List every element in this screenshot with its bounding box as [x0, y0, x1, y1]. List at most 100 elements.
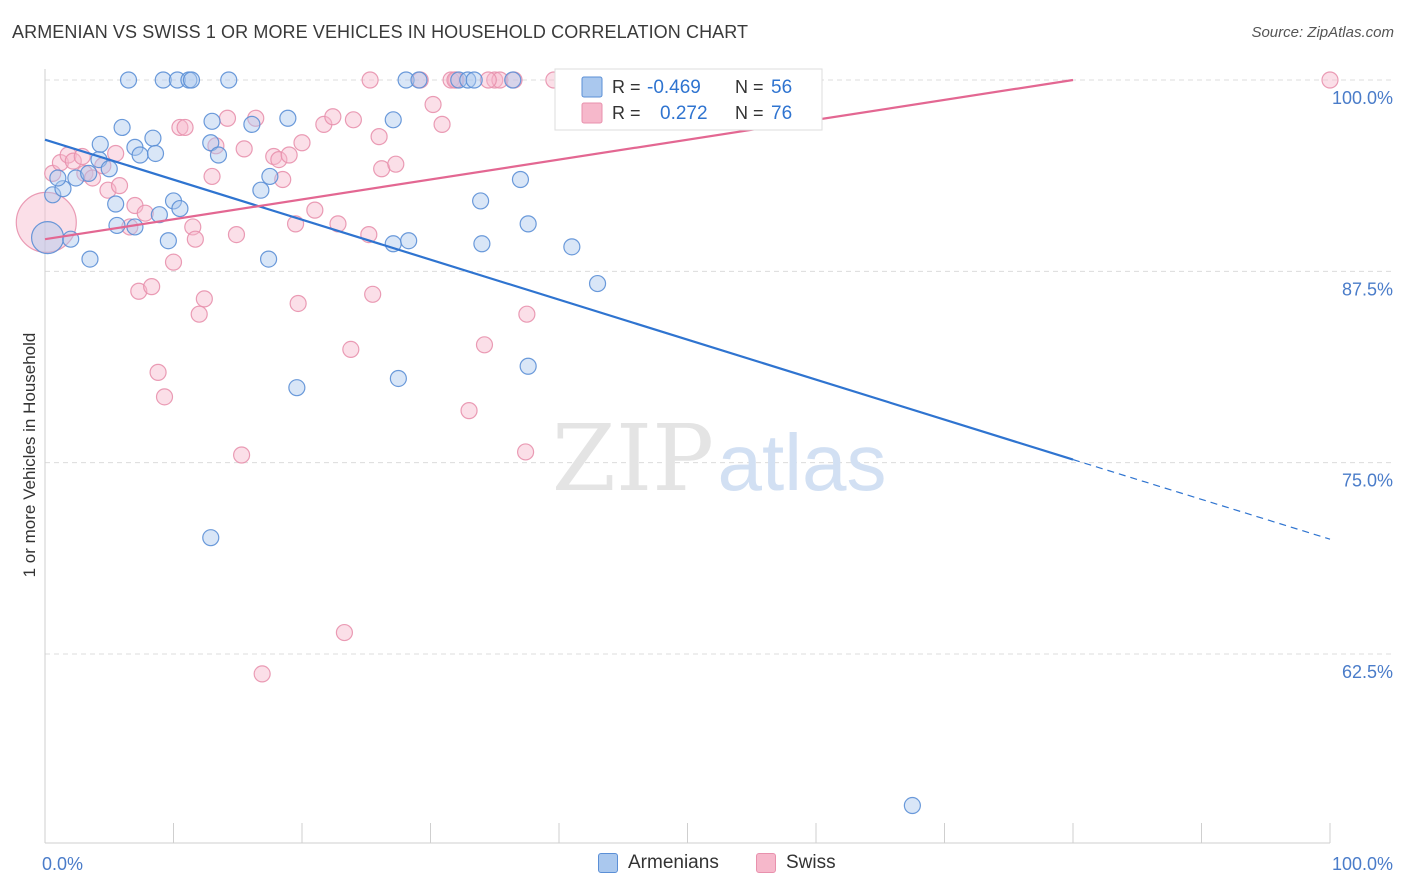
- legend-n-value: 76: [771, 103, 792, 124]
- watermark: ZIP atlas: [552, 405, 887, 512]
- x-tick-label-left: 0.0%: [42, 854, 83, 874]
- x-tick-label-right: 100.0%: [1332, 854, 1393, 874]
- data-point: [159, 232, 177, 250]
- data-point: [293, 134, 311, 152]
- data-point: [473, 235, 491, 253]
- legend-r-value: 0.272: [660, 103, 708, 124]
- data-point: [80, 164, 98, 182]
- data-point: [518, 305, 536, 323]
- data-point: [218, 109, 237, 127]
- swiss-points: [15, 71, 1339, 683]
- watermark-zip: ZIP: [552, 405, 714, 512]
- trend-line-swiss: [44, 78, 1074, 241]
- data-point: [154, 71, 172, 89]
- y-tick-label: 75.0%: [1342, 471, 1393, 491]
- data-point: [410, 71, 428, 89]
- data-point: [100, 160, 118, 178]
- legend-top-swatch-armenians: [581, 76, 603, 98]
- data-point: [203, 167, 221, 186]
- data-point: [107, 195, 125, 213]
- data-point: [149, 363, 167, 381]
- data-point: [516, 443, 535, 461]
- axes: [44, 69, 1331, 844]
- data-point: [433, 115, 451, 133]
- data-point: [504, 71, 522, 89]
- data-point: [67, 169, 85, 187]
- data-point: [1321, 71, 1339, 89]
- trend-line-armenians: [44, 138, 1074, 461]
- data-point: [344, 111, 362, 129]
- data-point: [400, 232, 418, 250]
- data-point: [64, 152, 82, 170]
- data-point: [144, 129, 162, 147]
- y-tick-label: 100.0%: [1332, 88, 1393, 108]
- legend-n-label: N =: [735, 77, 764, 97]
- data-point: [130, 282, 148, 300]
- data-point: [150, 206, 168, 224]
- data-point: [171, 199, 189, 218]
- data-point: [459, 71, 477, 89]
- data-point: [182, 71, 201, 89]
- data-point: [253, 665, 271, 683]
- data-point: [280, 146, 298, 164]
- data-point: [397, 71, 415, 89]
- data-point: [364, 285, 382, 303]
- data-point: [279, 109, 297, 127]
- data-point: [903, 796, 921, 815]
- data-point: [563, 238, 581, 256]
- data-point: [108, 216, 126, 235]
- data-point: [44, 186, 62, 204]
- data-point: [511, 170, 530, 189]
- data-point: [131, 146, 149, 164]
- data-point: [171, 118, 189, 137]
- data-point: [370, 128, 388, 146]
- data-point: [113, 118, 131, 137]
- data-point: [387, 155, 405, 173]
- data-point: [342, 340, 360, 358]
- data-point: [588, 274, 607, 293]
- data-point: [472, 192, 490, 210]
- data-point: [324, 108, 342, 126]
- data-point: [235, 140, 253, 158]
- legend-swatch-armenians: [598, 853, 618, 873]
- data-point: [49, 169, 67, 187]
- tick-labels: 100.0% 87.5% 75.0% 62.5% 0.0% 100.0%: [42, 88, 1393, 874]
- legend-label-armenians: Armenians: [628, 852, 719, 873]
- legend-item-armenians[interactable]: Armenians: [598, 852, 719, 874]
- data-point: [186, 230, 204, 248]
- data-point: [190, 305, 208, 323]
- data-point: [202, 529, 220, 547]
- legend-r-value: -0.469: [647, 77, 701, 98]
- data-point: [195, 290, 213, 308]
- data-point: [155, 388, 174, 406]
- legend-item-swiss[interactable]: Swiss: [756, 852, 836, 874]
- source-label: Source: ZipAtlas.com: [1251, 24, 1394, 41]
- data-point: [389, 369, 407, 388]
- data-point: [252, 181, 270, 199]
- data-point: [81, 250, 99, 268]
- data-point: [361, 71, 379, 89]
- data-point: [110, 177, 129, 195]
- data-point: [146, 144, 165, 163]
- data-point: [479, 71, 497, 89]
- data-point: [227, 225, 246, 244]
- data-point: [486, 71, 504, 89]
- data-point: [306, 201, 324, 219]
- data-point: [261, 167, 279, 186]
- legend-label-swiss: Swiss: [786, 852, 836, 873]
- data-point: [274, 170, 292, 189]
- data-point: [288, 379, 306, 397]
- data-point: [209, 146, 228, 164]
- data-point: [203, 112, 221, 130]
- data-point: [519, 215, 537, 233]
- data-point: [91, 135, 109, 153]
- data-point: [54, 180, 72, 198]
- data-point: [289, 294, 307, 313]
- data-point: [233, 446, 251, 464]
- legend-top: R = -0.469 N = 56 R = 0.272 N = 76: [554, 68, 823, 131]
- data-point: [475, 336, 494, 354]
- data-point: [202, 134, 220, 152]
- data-point: [335, 623, 354, 642]
- trend-line-armenians-extension: [1072, 459, 1331, 540]
